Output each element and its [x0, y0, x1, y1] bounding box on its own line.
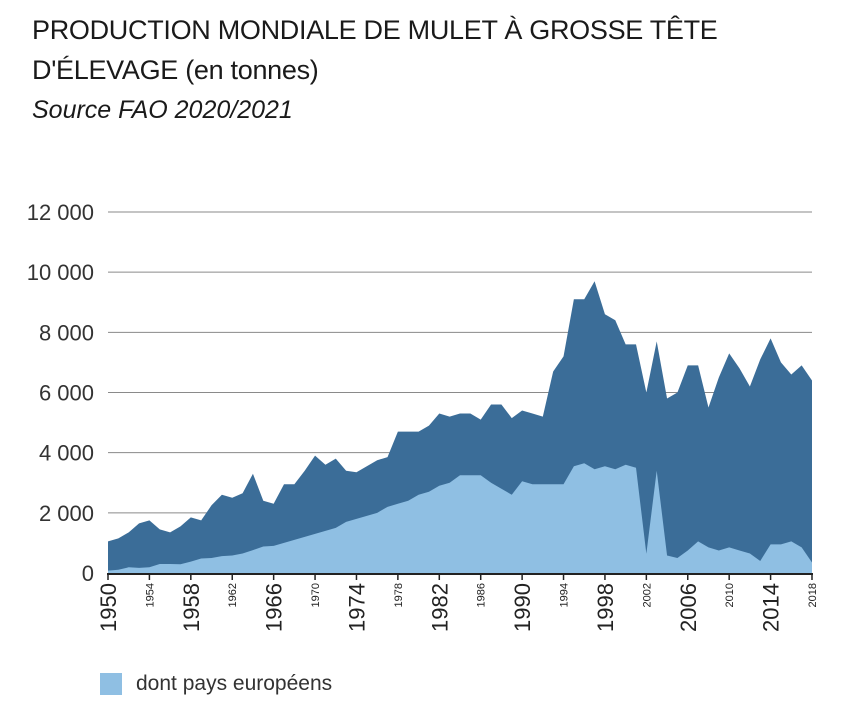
title-line-2-main: D'ÉLEVAGE	[32, 55, 179, 85]
x-tick-label-1986: 1986	[476, 583, 488, 607]
x-tick-label-1970: 1970	[310, 583, 322, 607]
x-tick-label-2014: 2014	[759, 583, 784, 632]
x-tick-label-1958: 1958	[179, 583, 204, 632]
x-tick-label-2006: 2006	[676, 583, 701, 632]
y-tick-label-10000: 10 000	[27, 260, 94, 285]
x-tick-label-1982: 1982	[427, 583, 452, 632]
x-tick-label-2010: 2010	[724, 583, 736, 607]
x-tick-label-1998: 1998	[593, 583, 618, 632]
title-line-2: D'ÉLEVAGE (en tonnes)	[32, 50, 852, 90]
y-tick-label-4000: 4 000	[39, 441, 94, 466]
x-tick-label-1954: 1954	[144, 583, 156, 607]
x-tick-label-1990: 1990	[510, 583, 535, 632]
legend-label-europe: dont pays européens	[136, 672, 333, 695]
x-tick-label-1950: 1950	[96, 583, 121, 632]
y-tick-label-2000: 2 000	[39, 501, 94, 526]
x-tick-label-2018: 2018	[807, 583, 819, 607]
series-europe-area	[108, 463, 812, 573]
x-tick-label-1994: 1994	[559, 583, 571, 607]
x-tick-label-1962: 1962	[227, 583, 239, 607]
legend-swatch-europe	[100, 673, 122, 695]
y-tick-label-0: 0	[82, 561, 94, 586]
title-unit: (en tonnes)	[185, 55, 319, 85]
title-line-1: PRODUCTION MONDIALE DE MULET À GROSSE TÊ…	[32, 15, 718, 45]
y-tick-label-12000: 12 000	[27, 200, 94, 225]
legend: dont pays européens	[100, 670, 332, 698]
x-tick-label-2002: 2002	[641, 583, 653, 607]
y-tick-label-6000: 6 000	[39, 381, 94, 406]
x-tick-label-1978: 1978	[393, 583, 405, 607]
chart-title: PRODUCTION MONDIALE DE MULET À GROSSE TÊ…	[32, 10, 852, 90]
chart-source: Source FAO 2020/2021	[32, 96, 293, 124]
x-tick-label-1966: 1966	[262, 583, 287, 632]
x-tick-label-1974: 1974	[344, 583, 369, 632]
y-tick-label-8000: 8 000	[39, 320, 94, 345]
